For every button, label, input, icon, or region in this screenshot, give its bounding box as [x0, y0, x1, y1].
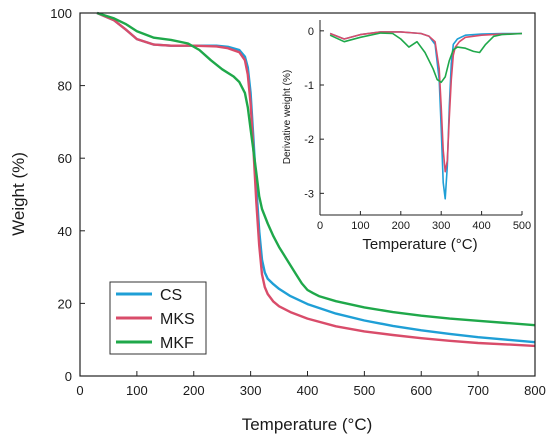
x-tick-label: 100 — [126, 383, 148, 398]
legend-label-mkf: MKF — [160, 335, 194, 352]
inset-x-tick-label: 500 — [513, 220, 531, 232]
x-tick-label: 800 — [524, 383, 546, 398]
series-line-mks — [96, 11, 536, 348]
main-lines — [96, 11, 536, 348]
x-tick-label: 400 — [297, 383, 319, 398]
inset-x-tick-label: 400 — [472, 220, 490, 232]
inset-y-tick-label: 0 — [308, 26, 314, 38]
x-tick-label: 500 — [354, 383, 376, 398]
inset-axes — [319, 20, 522, 216]
y-tick-label: 0 — [65, 369, 72, 384]
x-tick-label: 200 — [183, 383, 205, 398]
y-tick-label: 20 — [58, 296, 72, 311]
x-tick-label: 700 — [467, 383, 489, 398]
inset-y-tick-label: -3 — [304, 188, 314, 200]
main-plot: 0 100 200 300 400 500 600 700 800 0 20 40 60 80 100 T… — [9, 6, 546, 434]
inset-y-tick-label: -2 — [304, 134, 314, 146]
inset-y-ticks: 0 -1 -2 -3 — [304, 26, 324, 200]
x-tick-label: 600 — [410, 383, 432, 398]
legend-label-mks: MKS — [160, 311, 195, 328]
legend: CS MKS MKF — [109, 281, 207, 355]
inset-x-tick-label: 300 — [432, 220, 450, 232]
y-tick-label: 80 — [58, 79, 72, 94]
y-tick-label: 100 — [50, 6, 72, 21]
x-tick-label: 300 — [240, 383, 262, 398]
main-x-ticks: 0 100 200 300 400 500 600 700 800 — [76, 371, 546, 398]
legend-label-cs: CS — [160, 287, 182, 304]
main-x-axis-title: Temperature (°C) — [242, 415, 373, 434]
x-tick-label: 0 — [76, 383, 83, 398]
inset-series-line-mks — [329, 31, 523, 173]
inset-x-ticks: 0 100 200 300 400 500 — [317, 211, 531, 232]
inset-y-axis-title: Derivative weight (%) — [282, 70, 293, 164]
inset-lines — [329, 31, 523, 200]
inset-x-axis-title: Temperature (°C) — [362, 236, 477, 253]
y-tick-label: 60 — [58, 151, 72, 166]
inset-x-tick-label: 0 — [317, 220, 323, 232]
inset-x-tick-label: 100 — [351, 220, 369, 232]
inset-y-tick-label: -1 — [304, 80, 314, 92]
main-y-axis-title: Weight (%) — [9, 152, 28, 236]
main-y-ticks: 0 20 40 60 80 100 — [50, 6, 85, 384]
inset-plot: 0 100 200 300 400 500 0 -1 -2 -3 Temperature (°C… — [282, 20, 531, 253]
y-tick-label: 40 — [58, 224, 72, 239]
series-line-mkf — [96, 11, 536, 327]
inset-series-line-mkf — [329, 32, 523, 84]
inset-x-tick-label: 200 — [392, 220, 410, 232]
